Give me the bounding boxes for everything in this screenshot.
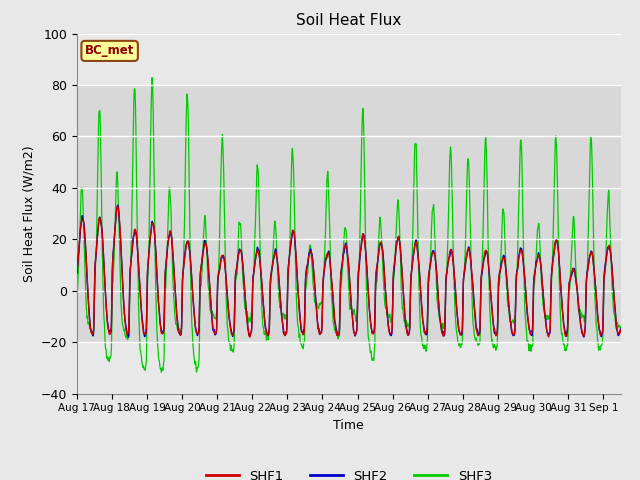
SHF3 [617, 325, 625, 331]
SHF1 [436, 318, 444, 324]
SHF2 [73, 271, 81, 276]
X-axis label: Time: Time [333, 419, 364, 432]
Line: SHF1: SHF1 [77, 206, 621, 337]
SHF1 [246, 334, 254, 340]
Title: Soil Heat Flux: Soil Heat Flux [296, 13, 401, 28]
SHF3 [157, 370, 165, 375]
SHF3 [73, 286, 81, 291]
SHF3 [306, 243, 314, 249]
SHF2 [306, 249, 314, 254]
Line: SHF3: SHF3 [77, 78, 621, 372]
SHF1 [296, 312, 303, 318]
SHF2 [436, 319, 444, 324]
SHF1 [73, 268, 81, 274]
SHF2 [417, 282, 424, 288]
SHF2 [296, 309, 303, 315]
SHF1 [617, 327, 625, 333]
SHF2 [114, 202, 122, 208]
SHF2 [125, 334, 132, 340]
SHF1 [114, 203, 122, 209]
SHF1 [306, 249, 314, 255]
Bar [77, 85, 621, 342]
Y-axis label: Soil Heat Flux (W/m2): Soil Heat Flux (W/m2) [22, 145, 35, 282]
Line: SHF2: SHF2 [77, 205, 621, 337]
SHF3 [148, 75, 156, 81]
Text: BC_met: BC_met [85, 44, 134, 58]
SHF3 [142, 362, 150, 368]
SHF3 [436, 320, 444, 326]
SHF3 [318, 299, 326, 305]
SHF1 [417, 283, 424, 288]
Legend: SHF1, SHF2, SHF3: SHF1, SHF2, SHF3 [200, 464, 497, 480]
SHF3 [296, 331, 303, 337]
SHF2 [143, 325, 150, 331]
SHF1 [142, 329, 150, 335]
SHF2 [318, 321, 326, 326]
SHF3 [417, 321, 424, 326]
SHF1 [318, 323, 326, 329]
SHF2 [617, 326, 625, 332]
